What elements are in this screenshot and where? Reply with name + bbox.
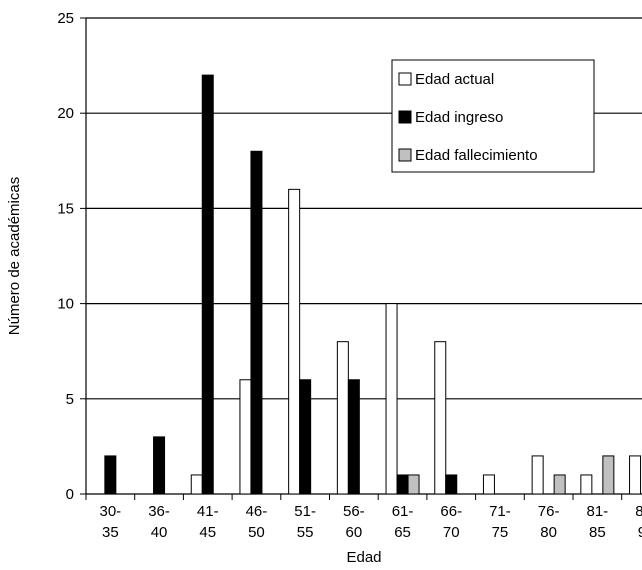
y-tick-label: 10 [57,296,74,313]
x-axis-title: Edad [346,549,381,566]
legend-swatch [398,110,412,124]
x-tick-label-bottom: 35 [102,524,119,541]
x-tick-label-top: 81- [587,503,609,520]
legend-label: Edad actual [415,71,494,88]
bar-edad-actual [434,341,447,495]
bar-edad-actual [531,455,544,495]
bar-edad-ingreso [445,474,458,495]
legend-swatch [398,72,412,86]
x-tick-label-top: 86- [635,503,642,520]
bar-edad-actual [190,474,203,495]
x-tick-label-bottom: 75 [492,524,509,541]
bar-edad-actual [482,474,495,495]
y-tick-label: 0 [66,486,74,503]
bar-edad-actual [288,188,301,495]
y-tick-label: 5 [66,391,74,408]
x-tick-label-bottom: 55 [297,524,314,541]
x-tick-label-top: 36- [148,503,170,520]
bar-edad-fallecimiento [407,474,420,495]
bar-edad-ingreso [347,379,360,495]
x-tick-label-top: 41- [197,503,219,520]
legend-label: Edad ingreso [415,109,503,126]
y-tick-label: 25 [57,10,74,27]
x-tick-label-bottom: 45 [199,524,216,541]
y-axis-title: Número de académicas [6,177,23,335]
bar-edad-ingreso [250,150,263,495]
y-tick-label: 15 [57,200,74,217]
x-tick-label-bottom: 85 [589,524,606,541]
bar-edad-ingreso [153,436,166,495]
x-tick-label-top: 51- [294,503,316,520]
bar-edad-ingreso [396,474,409,495]
legend-label: Edad fallecimiento [415,147,538,164]
x-tick-label-bottom: 60 [346,524,363,541]
bar-edad-actual [336,341,349,495]
x-tick-label-bottom: 90 [638,524,642,541]
bar-edad-ingreso [104,455,117,495]
x-tick-label-bottom: 40 [151,524,168,541]
x-tick-label-bottom: 65 [394,524,411,541]
x-tick-label-bottom: 70 [443,524,460,541]
legend-box [391,59,595,173]
x-tick-label-top: 61- [392,503,414,520]
x-tick-labels: 30- 35 36- 40 41- 45 46- 50 51- 55 56- 60 61- 65 66- 70… [100,503,642,541]
bars [104,74,642,495]
x-tick-label-top: 46- [246,503,268,520]
bar-edad-actual [385,303,398,495]
legend: Edad actual Edad ingreso Edad fallecimient… [391,59,595,173]
y-tick-label: 20 [57,105,74,122]
x-tick-label-top: 30- [100,503,122,520]
x-tick-label-top: 76- [538,503,560,520]
axes [80,17,642,500]
y-tick-labels: 0 5 10 15 20 25 [57,10,74,503]
bar-edad-actual [239,379,252,495]
x-tick-label-bottom: 80 [540,524,557,541]
bar-edad-actual [580,474,593,495]
bar-edad-ingreso [299,379,312,495]
legend-swatch [398,148,412,162]
x-tick-label-top: 66- [440,503,462,520]
bar-edad-actual [629,455,642,495]
x-tick-label-top: 71- [489,503,511,520]
x-tick-label-bottom: 50 [248,524,265,541]
bar-edad-ingreso [201,74,214,495]
bar-edad-fallecimiento [602,455,615,495]
x-tick-label-top: 56- [343,503,365,520]
bar-edad-fallecimiento [553,474,566,495]
